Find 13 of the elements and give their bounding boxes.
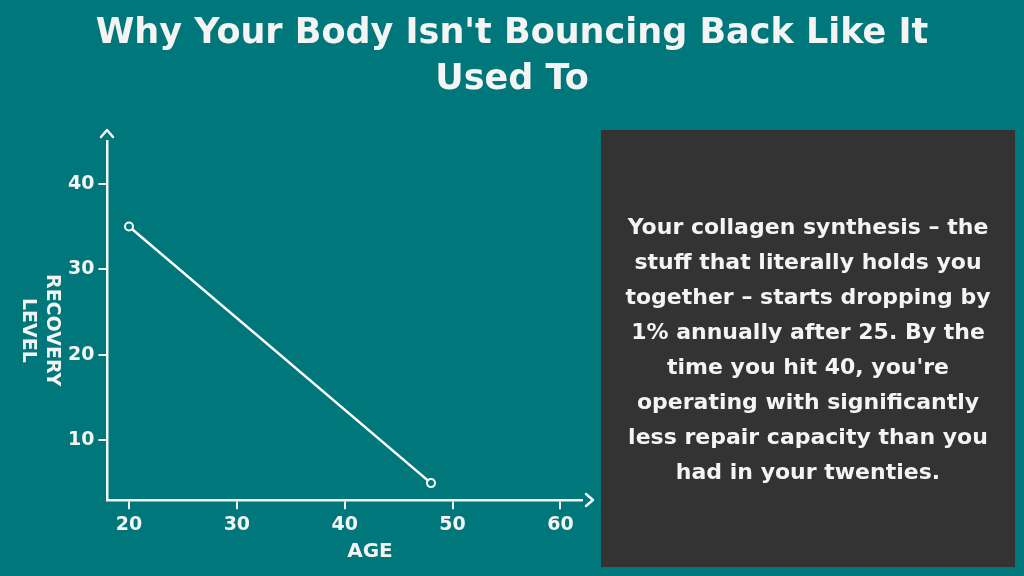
text: Your collagen synthesis – the stuff that literally holds you together – starts dropping by 1% annually after 25. By the time you hit 40, you're operating with significantly less repair capacity than you had in your twenties. bbox=[601, 130, 1015, 567]
x-tick-label: 30 bbox=[223, 511, 251, 534]
y-axis-title: RECOVERY LEVEL bbox=[18, 272, 66, 389]
y-tick-label: 30 bbox=[67, 256, 95, 279]
x-tick-label: 60 bbox=[547, 511, 574, 534]
x-tick-label: 20 bbox=[115, 511, 143, 534]
chart-title: Why Your Body Isn't Bouncing Back Like It Used To bbox=[94, 10, 930, 99]
y-tick-label: 10 bbox=[67, 427, 95, 450]
x-tick-label: 50 bbox=[439, 511, 466, 534]
x-tick-label: 40 bbox=[331, 511, 358, 534]
y-tick-label: 20 bbox=[67, 341, 95, 364]
y-tick-label: 40 bbox=[67, 170, 95, 193]
x-axis-title: AGE bbox=[346, 538, 394, 562]
